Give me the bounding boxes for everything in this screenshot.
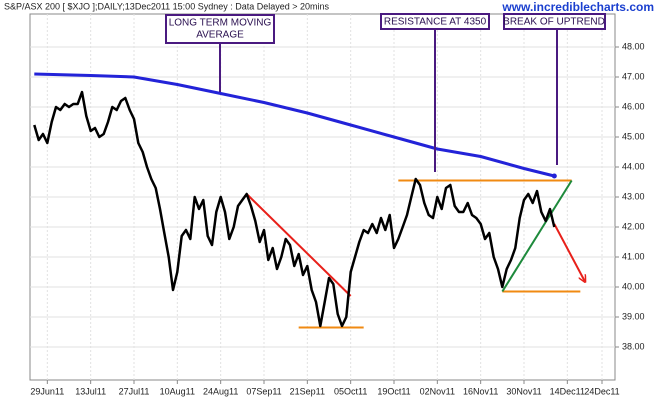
x-tick-label: 24Aug11 [203,386,238,396]
y-tick-label: 41.00 [622,251,645,261]
y-tick-label: 43.00 [622,191,645,201]
y-tick-label: 40.00 [622,281,645,291]
y-tick-label: 47.00 [622,71,645,81]
x-tick-label: 13Jul11 [75,386,106,396]
chart-title: S&P/ASX 200 [ $XJO ];DAILY;13Dec2011 15:… [4,1,330,11]
y-tick-label: 45.00 [622,131,645,141]
x-tick-label: 05Oct11 [334,386,367,396]
y-tick-label: 46.00 [622,101,645,111]
annotation-text: AVERAGE [196,30,244,41]
x-tick-label: 02Nov11 [420,386,455,396]
plot-area [29,13,619,384]
y-tick-label: 48.00 [622,41,645,51]
series-line [34,72,555,178]
x-tick-label: 21Sep11 [290,386,325,396]
trend-line [501,179,573,293]
annotation: LONG TERM MOVING AVERAGE [165,14,275,92]
x-tick-label: 19Oct11 [377,386,410,396]
annotation-box [503,13,606,30]
annotation: BREAK OF UPTREND [503,13,606,165]
annotation-box [380,13,490,30]
x-tick-label: 16Nov11 [463,386,498,396]
x-tick-label: 10Aug11 [160,386,195,396]
x-tick-label: 07Sep11 [246,386,281,396]
annotation-box [165,14,275,44]
x-tick-label: 14Dec11 [550,386,585,396]
y-tick-label: 44.00 [622,161,645,171]
watermark: www.incrediblecharts.com [501,0,654,14]
annotation-text: RESISTANCE AT 4350 [384,17,487,28]
trend-line [553,223,584,281]
y-tick-label: 42.00 [622,221,645,231]
end-marker [551,173,557,179]
series-line [33,90,556,328]
x-tick-label: 24Dec11 [584,386,619,396]
x-tick-label: 30Nov11 [506,386,541,396]
y-tick-label: 39.00 [622,311,645,321]
trend-line [245,193,352,297]
y-tick-label: 38.00 [622,341,645,351]
annotation: RESISTANCE AT 4350 [380,13,490,172]
annotation-text: LONG TERM MOVING [169,18,272,29]
annotation-text: BREAK OF UPTREND [503,17,605,28]
x-tick-label: 29Jun11 [30,386,64,396]
x-tick-label: 27Jul11 [119,386,150,396]
